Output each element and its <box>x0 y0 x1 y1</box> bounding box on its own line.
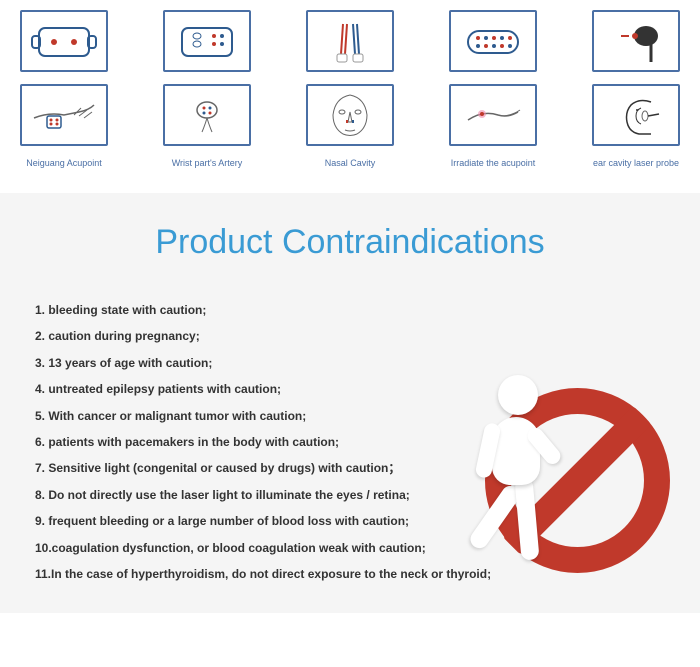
top-section: Neiguang Acupoint Wrist part's Artery Na… <box>0 0 700 173</box>
icon-row-1 <box>20 10 680 72</box>
list-item: 1. bleeding state with caution; <box>35 297 680 323</box>
dot-pad-icon <box>449 10 537 72</box>
label-3: Nasal Cavity <box>306 158 394 168</box>
list-item: 3. 13 years of age with caution; <box>35 350 680 376</box>
icon-row-2 <box>20 84 680 146</box>
label-row: Neiguang Acupoint Wrist part's Artery Na… <box>20 158 680 168</box>
irradiate-acupoint-icon <box>449 84 537 146</box>
label-4: Irradiate the acupoint <box>449 158 537 168</box>
contraindications-section: Product Contraindications 1. bleeding st… <box>0 193 700 613</box>
device-side-icon <box>163 10 251 72</box>
prohibit-sign-icon <box>485 388 670 573</box>
label-1: Neiguang Acupoint <box>20 158 108 168</box>
section-title: Product Contraindications <box>20 223 680 262</box>
nasal-clip-icon <box>306 10 394 72</box>
ear-cavity-icon <box>592 84 680 146</box>
wrist-artery-icon <box>163 84 251 146</box>
label-2: Wrist part's Artery <box>163 158 251 168</box>
ear-probe-tip-icon <box>592 10 680 72</box>
nasal-cavity-icon <box>306 84 394 146</box>
device-front-icon <box>20 10 108 72</box>
mannequin-figure-icon <box>450 383 570 573</box>
label-5: ear cavity laser probe <box>592 158 680 168</box>
wrist-acupoint-icon <box>20 84 108 146</box>
list-item: 2. caution during pregnancy; <box>35 323 680 349</box>
